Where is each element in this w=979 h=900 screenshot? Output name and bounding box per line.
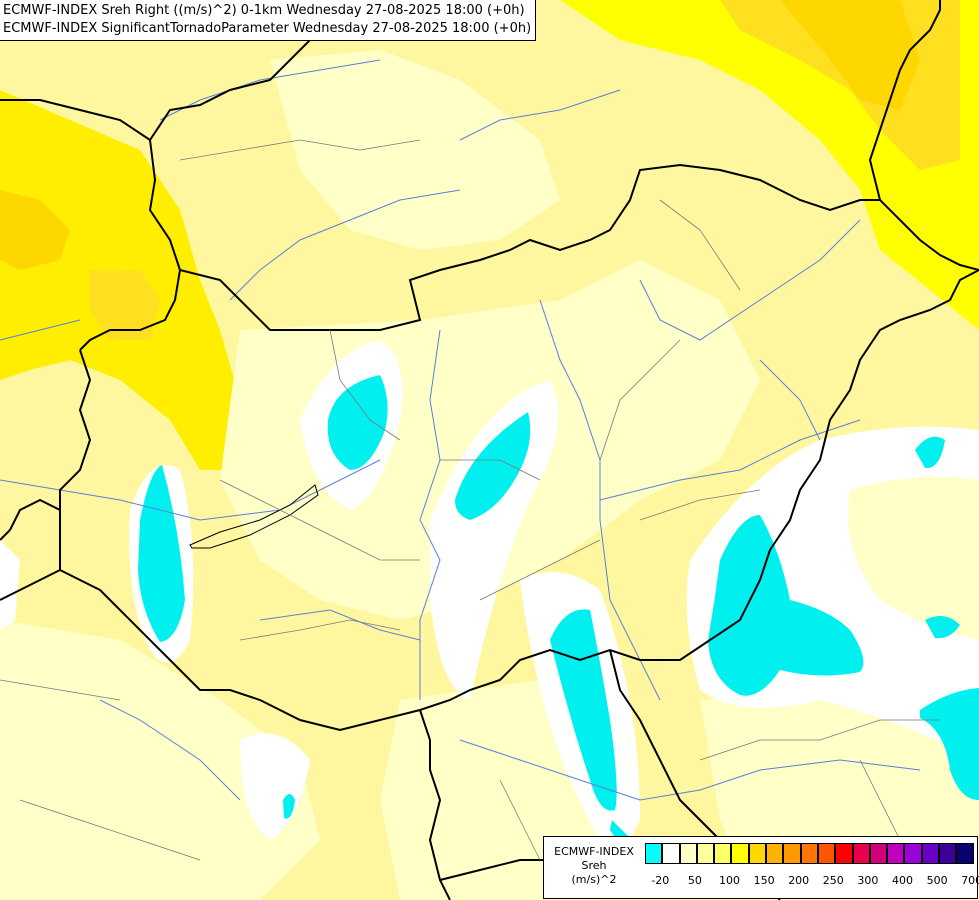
legend-tick-label: 300 bbox=[857, 874, 879, 887]
legend-swatch bbox=[783, 843, 801, 864]
legend-tick-label: 250 bbox=[822, 874, 844, 887]
field-white-sw-patch bbox=[240, 733, 310, 840]
field-gold-northeast-core bbox=[780, 0, 920, 110]
legend-tick-label: 200 bbox=[788, 874, 810, 887]
legend-tick-label: 400 bbox=[892, 874, 913, 887]
legend-swatch bbox=[835, 843, 853, 864]
legend-source: ECMWF-INDEX bbox=[554, 845, 634, 858]
legend-swatch bbox=[904, 843, 922, 864]
lake-balaton bbox=[189, 484, 319, 549]
legend-tick-label: -20 bbox=[651, 874, 670, 887]
legend-tick-label: 150 bbox=[753, 874, 775, 887]
legend-swatch bbox=[939, 843, 957, 864]
field-white-west-edge bbox=[0, 540, 20, 630]
rivers bbox=[0, 59, 921, 801]
legend-swatch bbox=[679, 843, 697, 864]
legend-swatch bbox=[817, 843, 836, 864]
field-gold-west bbox=[0, 190, 70, 270]
legend-swatch bbox=[662, 843, 680, 864]
title-sreh: ECMWF-INDEX Sreh Right ((m/s)^2) 0-1km W… bbox=[3, 3, 525, 18]
legend-tick-label: 700 bbox=[961, 874, 979, 887]
admin-borders bbox=[0, 139, 940, 881]
legend-swatch bbox=[800, 843, 818, 864]
field-cyan-center bbox=[455, 412, 531, 520]
field-cyan-east-edge bbox=[920, 688, 979, 800]
field-cyan-sw-dot bbox=[283, 794, 295, 819]
legend-swatch bbox=[748, 843, 767, 864]
legend-swatch bbox=[921, 843, 940, 864]
legend-tick-label: 50 bbox=[687, 874, 702, 887]
legend-swatch bbox=[956, 843, 974, 864]
field-cyan-south-strip bbox=[550, 609, 617, 811]
legend-swatch bbox=[645, 843, 663, 864]
legend-unit: (m/s)^2 bbox=[571, 873, 617, 886]
legend-swatches bbox=[645, 843, 974, 864]
title-stp: ECMWF-INDEX SignificantTornadoParameter … bbox=[3, 21, 532, 36]
legend-tick-label: 100 bbox=[719, 874, 740, 887]
field-pale-in-southeast bbox=[848, 476, 979, 640]
legend-tick-label: 500 bbox=[926, 874, 948, 887]
legend-swatch bbox=[766, 843, 784, 864]
field-cyan-east-mid bbox=[925, 616, 960, 639]
field-pale-north bbox=[270, 50, 560, 250]
legend-swatch bbox=[731, 843, 749, 864]
field-cyan-east-small bbox=[915, 436, 945, 469]
legend-variable: Sreh bbox=[581, 859, 607, 872]
legend-swatch bbox=[887, 843, 905, 864]
legend-swatch bbox=[852, 843, 870, 864]
legend-swatch bbox=[869, 843, 888, 864]
field-pale-southwest bbox=[0, 620, 320, 900]
map-title-box: ECMWF-INDEX Sreh Right ((m/s)^2) 0-1km W… bbox=[0, 0, 537, 41]
legend-swatch bbox=[714, 843, 732, 864]
color-legend: ECMWF-INDEX Sreh (m/s)^2 -20 50 100 150 200 2… bbox=[543, 836, 979, 899]
field-cyan-west bbox=[138, 465, 185, 642]
legend-swatch bbox=[696, 843, 715, 864]
field-gold-west-2 bbox=[90, 270, 160, 340]
legend-caption: ECMWF-INDEX Sreh (m/s)^2 bbox=[546, 845, 642, 887]
legend-ticks: -20 50 100 150 200 250 300 400 500 700 bbox=[645, 874, 979, 890]
field-cyan-center-north bbox=[327, 375, 388, 470]
field-cyan-southeast bbox=[708, 515, 864, 696]
